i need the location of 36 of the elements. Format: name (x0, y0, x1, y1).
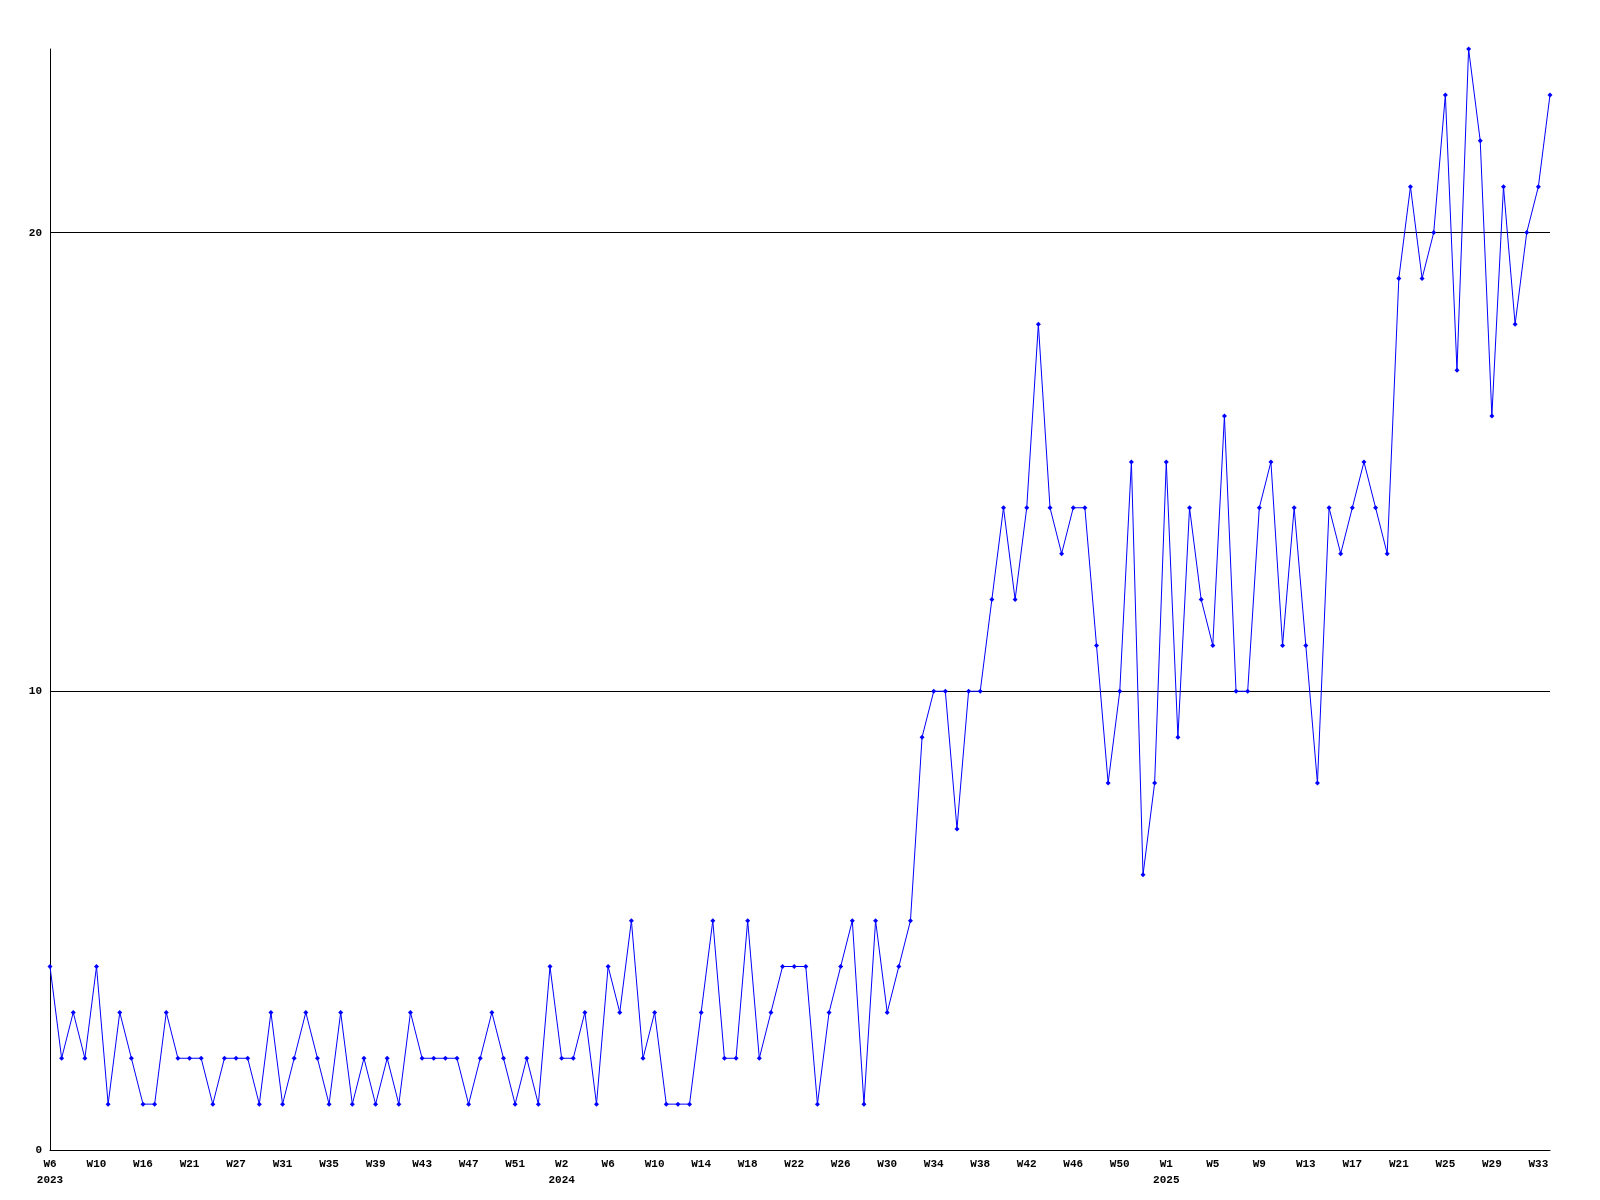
x-tick-label: W51 (505, 1158, 526, 1170)
y-tick-label: 10 (28, 685, 42, 698)
x-tick-label: W38 (970, 1158, 991, 1170)
x-tick-label: W27 (226, 1158, 246, 1170)
y-tick-label: 20 (28, 226, 42, 239)
x-tick-label: W30 (877, 1158, 898, 1170)
x-tick-label: W21 (179, 1158, 200, 1170)
x-tick-label: W26 (830, 1158, 851, 1170)
x-tick-label: W10 (86, 1158, 107, 1170)
x-tick-label: W34 (923, 1158, 945, 1170)
x-tick-label: W2 2024 (548, 1158, 576, 1186)
x-tick-label: W6 (601, 1158, 615, 1170)
x-tick-label: W13 (1295, 1158, 1317, 1170)
x-tick-label: W35 (319, 1158, 340, 1170)
y-tick-label: 0 (35, 1144, 42, 1156)
x-tick-label: W42 (1016, 1158, 1037, 1170)
x-tick-label: W50 (1109, 1158, 1130, 1170)
x-tick-label: W5 (1206, 1158, 1220, 1170)
x-tick-label: W17 (1342, 1158, 1363, 1170)
x-tick-label: W9 (1252, 1158, 1266, 1170)
x-tick-label: W1 2025 (1153, 1158, 1180, 1186)
x-tick-label: W43 (412, 1158, 433, 1170)
x-tick-label: W10 (644, 1158, 665, 1170)
x-tick-label: W31 (272, 1158, 293, 1170)
x-tick-label: W6 2023 (36, 1158, 64, 1186)
x-tick-label: W18 (737, 1158, 758, 1170)
x-tick-label: W25 (1435, 1158, 1456, 1170)
x-tick-label: W47 (458, 1158, 479, 1170)
x-tick-label: W46 (1063, 1158, 1084, 1170)
x-tick-label: W29 (1481, 1158, 1502, 1170)
x-tick-label: W22 (784, 1158, 805, 1170)
x-tick-label: W39 (365, 1158, 386, 1170)
x-tick-label: W16 (133, 1158, 153, 1170)
x-tick-label: W33 (1528, 1158, 1549, 1170)
x-tick-label: W14 (691, 1158, 712, 1170)
x-tick-label: W21 (1388, 1158, 1410, 1170)
